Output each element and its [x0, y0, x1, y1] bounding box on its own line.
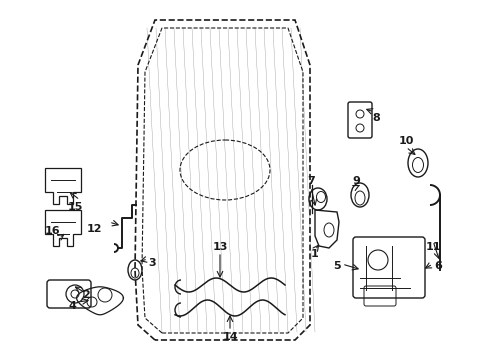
Text: 10: 10: [398, 136, 413, 146]
Text: 12: 12: [86, 224, 102, 234]
Text: 9: 9: [351, 176, 359, 186]
Text: 15: 15: [68, 202, 83, 212]
Text: 8: 8: [371, 113, 379, 123]
Text: 4: 4: [68, 301, 76, 311]
Text: 3: 3: [148, 258, 155, 268]
Text: 11: 11: [425, 242, 440, 252]
Text: 5: 5: [333, 261, 340, 271]
Text: 6: 6: [433, 261, 441, 271]
Text: 7: 7: [306, 176, 314, 186]
Text: 2: 2: [82, 290, 90, 300]
Text: 16: 16: [45, 226, 61, 236]
Text: 14: 14: [222, 332, 237, 342]
Text: 13: 13: [212, 242, 227, 252]
Text: 1: 1: [310, 249, 318, 259]
